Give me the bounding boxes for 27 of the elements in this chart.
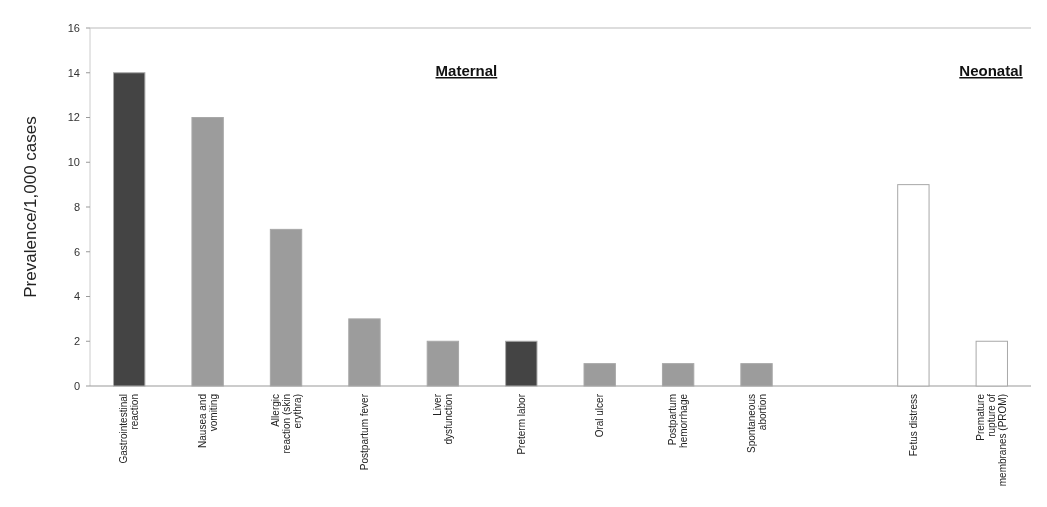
bar — [975, 340, 1008, 387]
y-tick-label: 12 — [67, 111, 80, 124]
bar — [897, 184, 930, 387]
x-tick-label: Fetus distress — [907, 394, 919, 457]
bar — [505, 340, 538, 387]
x-tick-label: Nausea and vomiting — [196, 394, 219, 448]
y-tick-label: 0 — [73, 379, 80, 392]
x-tick-label: Allergic reaction (skin erythra) — [269, 394, 303, 454]
y-tick-label: 2 — [73, 335, 80, 348]
x-tick-label: Liver dysfunction — [431, 393, 454, 445]
x-tick-label: Spontaneous abortion — [745, 394, 768, 453]
x-tick-label: Preterm labor — [515, 393, 527, 455]
y-tick-label: 16 — [67, 21, 80, 34]
x-tick-label: Premature rupture of membranes (PROM) — [975, 393, 1009, 487]
y-tick-label: 10 — [67, 156, 80, 169]
annotation: Maternal — [435, 62, 498, 79]
y-tick-label: 4 — [73, 290, 80, 303]
x-tick-label: Oral ulcer — [594, 393, 606, 438]
x-tick-label: Gastrointestinal reaction — [118, 394, 141, 464]
annotation: Neonatal — [959, 62, 1023, 79]
y-tick-label: 8 — [73, 200, 80, 213]
bar — [113, 72, 146, 387]
y-tick-label: 6 — [73, 245, 80, 258]
y-tick-label: 14 — [67, 66, 80, 79]
y-axis-title: Prevalence/1,000 cases — [21, 116, 40, 298]
x-tick-label: Postpartum hemorrhage — [667, 393, 690, 448]
x-tick-label: Postpartum fever — [358, 393, 370, 471]
